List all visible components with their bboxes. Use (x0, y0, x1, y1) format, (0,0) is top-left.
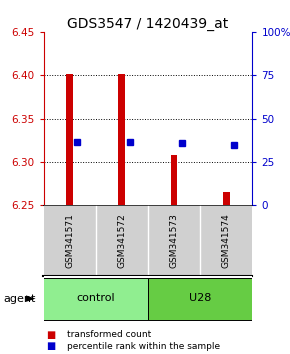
Text: control: control (76, 293, 115, 303)
Bar (44, 278, 148, 320)
Text: percentile rank within the sample: percentile rank within the sample (67, 342, 220, 351)
Text: ■: ■ (46, 330, 56, 339)
Bar (171, 155, 177, 205)
Text: ►: ► (26, 293, 36, 306)
Text: GSM341571: GSM341571 (65, 213, 74, 268)
Bar (118, 74, 125, 205)
Text: GSM341573: GSM341573 (169, 213, 179, 268)
Text: transformed count: transformed count (67, 330, 151, 339)
Text: GSM341574: GSM341574 (222, 213, 231, 268)
Bar (223, 192, 230, 205)
Bar (66, 74, 73, 205)
Text: ■: ■ (46, 341, 56, 351)
Text: GSM341572: GSM341572 (117, 213, 126, 268)
Text: U28: U28 (189, 293, 211, 303)
Text: agent: agent (3, 294, 35, 304)
Title: GDS3547 / 1420439_at: GDS3547 / 1420439_at (67, 17, 229, 31)
Bar (148, 278, 252, 320)
